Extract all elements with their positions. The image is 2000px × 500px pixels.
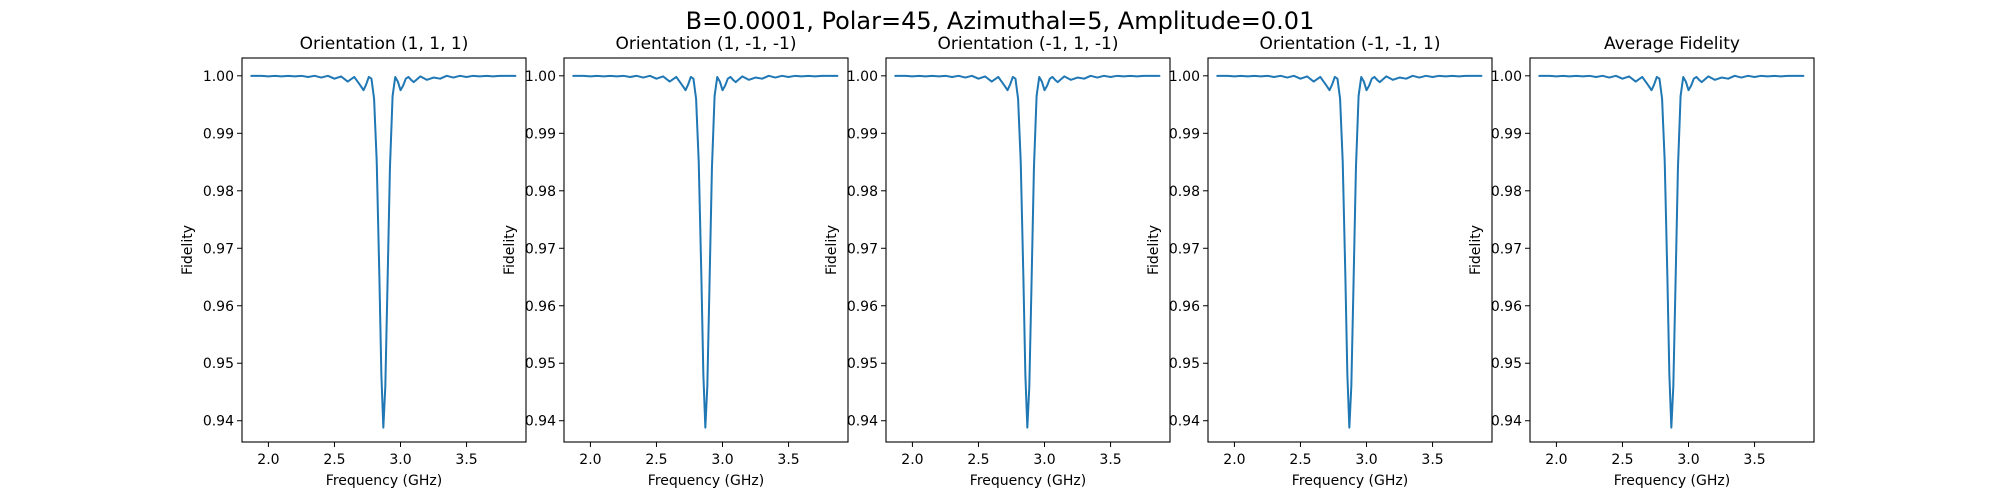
y-tick-label: 0.99 [847, 126, 878, 142]
y-tick-label: 1.00 [1491, 69, 1522, 85]
x-tick-label: 2.0 [1223, 452, 1245, 468]
x-axis-label: Frequency (GHz) [326, 473, 442, 489]
y-tick-label: 0.95 [1491, 356, 1522, 372]
y-tick-label: 0.96 [525, 299, 556, 315]
subplot-1: Orientation (1, 1, 1) 0.94 0.95 0.96 0.97 0.9… [180, 34, 527, 489]
y-tick-label: 1.00 [1169, 69, 1200, 85]
y-tick-label: 0.97 [847, 241, 878, 257]
x-tick-label: 3.0 [389, 452, 411, 468]
x-tick-label: 3.5 [1099, 452, 1121, 468]
x-axis-label: Frequency (GHz) [648, 473, 764, 489]
x-tick-label: 2.5 [967, 452, 989, 468]
subplot-title: Orientation (1, -1, -1) [616, 34, 797, 54]
y-tick-label: 0.94 [525, 414, 556, 430]
y-tick-label: 0.98 [525, 184, 556, 200]
y-tick-label: 0.98 [1169, 184, 1200, 200]
y-tick-label: 0.96 [203, 299, 234, 315]
y-tick-label: 0.96 [1169, 299, 1200, 315]
figure-title: B=0.0001, Polar=45, Azimuthal=5, Amplitu… [686, 7, 1315, 35]
y-tick-label: 0.99 [525, 126, 556, 142]
subplot-title: Average Fidelity [1604, 34, 1740, 54]
y-tick-label: 1.00 [847, 69, 878, 85]
subplot-5: Average Fidelity 0.94 0.95 0.96 0.97 0.98 0.99… [1468, 34, 1815, 489]
y-tick-label: 0.94 [1491, 414, 1522, 430]
x-tick-label: 2.5 [1289, 452, 1311, 468]
y-tick-label: 0.95 [525, 356, 556, 372]
x-tick-label: 3.5 [455, 452, 477, 468]
x-tick-label: 3.0 [711, 452, 733, 468]
y-tick-label: 0.98 [1491, 184, 1522, 200]
fidelity-line [1216, 74, 1483, 429]
subplot-title: Orientation (1, 1, 1) [300, 34, 469, 54]
x-tick-label: 2.5 [323, 452, 345, 468]
y-tick-label: 0.94 [1169, 414, 1200, 430]
x-tick-label: 2.0 [901, 452, 923, 468]
x-tick-label: 2.0 [257, 452, 279, 468]
x-tick-label: 3.0 [1677, 452, 1699, 468]
y-tick-label: 0.96 [847, 299, 878, 315]
subplot-title: Orientation (-1, 1, -1) [938, 34, 1119, 54]
x-tick-label: 2.0 [1545, 452, 1567, 468]
subplot-title: Orientation (-1, -1, 1) [1260, 34, 1441, 54]
fidelity-line [1538, 74, 1805, 429]
y-tick-label: 0.95 [1169, 356, 1200, 372]
fidelity-line [250, 74, 517, 429]
x-tick-label: 2.5 [645, 452, 667, 468]
x-tick-label: 3.5 [1743, 452, 1765, 468]
plot-frame [563, 57, 849, 443]
y-tick-label: 0.97 [1491, 241, 1522, 257]
y-axis-label: Fidelity [1468, 225, 1484, 275]
x-tick-label: 3.5 [777, 452, 799, 468]
y-axis-label: Fidelity [824, 225, 840, 275]
y-tick-label: 0.99 [1169, 126, 1200, 142]
fidelity-line [572, 74, 839, 429]
x-tick-label: 3.5 [1421, 452, 1443, 468]
subplot-2: Orientation (1, -1, -1) 0.94 0.95 0.96 0.97 0… [502, 34, 849, 489]
y-tick-label: 0.97 [1169, 241, 1200, 257]
y-tick-label: 0.95 [203, 356, 234, 372]
subplot-3: Orientation (-1, 1, -1) 0.94 0.95 0.96 0.97 0… [824, 34, 1171, 489]
y-axis-label: Fidelity [502, 225, 518, 275]
plot-frame [241, 57, 527, 443]
y-tick-label: 0.97 [203, 241, 234, 257]
x-axis-label: Frequency (GHz) [1614, 473, 1730, 489]
y-tick-label: 0.99 [1491, 126, 1522, 142]
x-axis-label: Frequency (GHz) [1292, 473, 1408, 489]
plot-frame [1207, 57, 1493, 443]
y-tick-label: 1.00 [525, 69, 556, 85]
y-tick-label: 0.94 [203, 414, 234, 430]
x-tick-label: 2.0 [579, 452, 601, 468]
y-tick-label: 0.94 [847, 414, 878, 430]
x-axis-label: Frequency (GHz) [970, 473, 1086, 489]
y-axis-label: Fidelity [180, 225, 196, 275]
plot-frame [1529, 57, 1815, 443]
y-tick-label: 0.97 [525, 241, 556, 257]
subplot-grid: Orientation (1, 1, 1) 0.94 0.95 0.96 0.97 0.9… [180, 34, 1815, 489]
y-tick-label: 0.95 [847, 356, 878, 372]
y-tick-label: 1.00 [203, 69, 234, 85]
y-tick-label: 0.99 [203, 126, 234, 142]
y-axis-label: Fidelity [1146, 225, 1162, 275]
x-tick-label: 2.5 [1611, 452, 1633, 468]
y-tick-label: 0.98 [847, 184, 878, 200]
fidelity-line [894, 74, 1161, 429]
x-tick-label: 3.0 [1033, 452, 1055, 468]
y-tick-label: 0.96 [1491, 299, 1522, 315]
y-tick-label: 0.98 [203, 184, 234, 200]
plot-frame [885, 57, 1171, 443]
x-tick-label: 3.0 [1355, 452, 1377, 468]
subplot-4: Orientation (-1, -1, 1) 0.94 0.95 0.96 0.97 0… [1146, 34, 1493, 489]
